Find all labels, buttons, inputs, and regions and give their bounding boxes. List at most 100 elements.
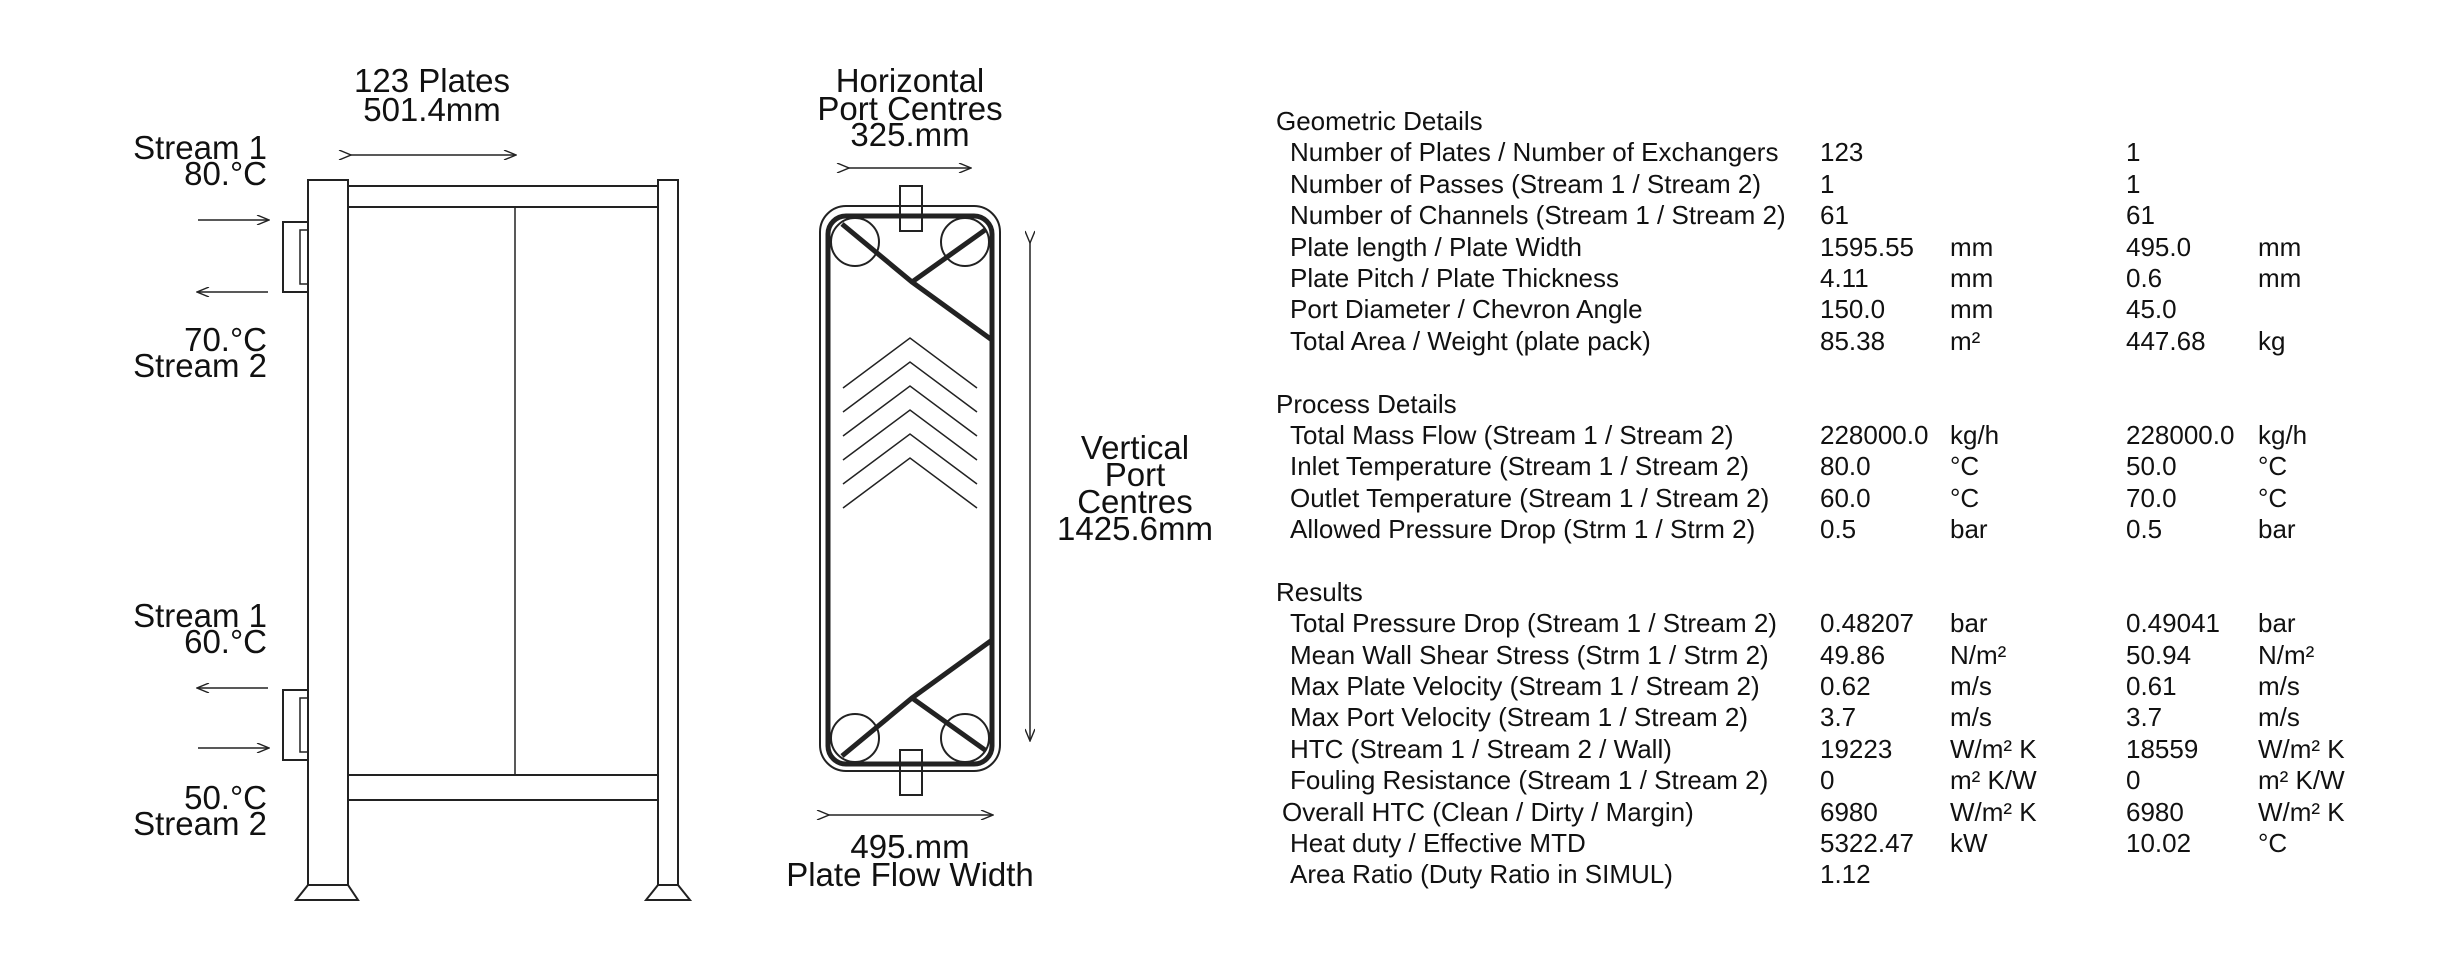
row-unit-2: mm xyxy=(2258,262,2302,293)
top-port-nozzle xyxy=(899,185,923,232)
table-row: Number of Channels (Stream 1 / Stream 2)… xyxy=(1276,200,2378,231)
table-row: Total Pressure Drop (Stream 1 / Stream 2… xyxy=(1276,608,2378,639)
table-row: Allowed Pressure Drop (Strm 1 / Strm 2) 0… xyxy=(1276,514,2378,545)
row-label: Area Ratio (Duty Ratio in SIMUL) xyxy=(1290,859,1673,890)
row-unit-2: °C xyxy=(2258,482,2288,513)
row-unit-1: W/m² K xyxy=(1950,733,2037,764)
table-row: Plate Pitch / Plate Thickness 4.11 mm 0.6 mm xyxy=(1276,263,2378,294)
table-row: Number of Plates / Number of Exchangers 1… xyxy=(1276,137,2378,168)
port-top-right xyxy=(940,217,990,267)
row-label: Number of Passes (Stream 1 / Stream 2) xyxy=(1290,168,1762,199)
top-stream2-temperature: 70.°C xyxy=(184,321,267,358)
bottom-stream2-name: Stream 2 xyxy=(133,805,267,842)
row-value-1: 5322.47 xyxy=(1820,827,1914,858)
row-value-1: 85.38 xyxy=(1820,325,1886,356)
row-unit-2 xyxy=(2258,169,2378,200)
row-label: Max Port Velocity (Stream 1 / Stream 2) xyxy=(1290,702,1749,733)
bottom-stream1-name: Stream 1 xyxy=(133,597,267,634)
row-unit-1: kW xyxy=(1950,827,1988,858)
end-support-column xyxy=(657,179,679,886)
table-row: Port Diameter / Chevron Angle 150.0 mm 45.0 xyxy=(1276,294,2378,325)
row-value-1: 0 xyxy=(1820,765,1835,796)
row-unit-2: kg/h xyxy=(2258,419,2308,450)
row-label: Inlet Temperature (Stream 1 / Stream 2) xyxy=(1290,451,1750,482)
table-row: Overall HTC (Clean / Dirty / Margin) 6980… xyxy=(1276,797,2378,828)
row-value-2: 61 xyxy=(2126,200,2155,231)
port-bottom-left xyxy=(830,713,880,763)
row-unit-2: m² K/W xyxy=(2258,765,2345,796)
row-unit-1: W/m² K xyxy=(1950,796,2037,827)
row-value-1: 19223 xyxy=(1820,733,1893,764)
table-row: HTC (Stream 1 / Stream 2 / Wall) 19223 W/m… xyxy=(1276,734,2378,765)
row-label: Max Plate Velocity (Stream 1 / Stream 2) xyxy=(1290,671,1760,702)
row-value-1: 228000.0 xyxy=(1820,419,1929,450)
row-label: Total Area / Weight (plate pack) xyxy=(1290,325,1651,356)
row-value-2: 0.61 xyxy=(2126,671,2177,702)
row-unit-1: °C xyxy=(1950,482,1980,513)
row-unit-2: kg xyxy=(2258,325,2286,356)
horizontal-port-label: Horizontal xyxy=(836,62,985,99)
heat-exchanger-drawing: 123 Plates 501.4mm Stream 1 80.°C 70.°C … xyxy=(133,62,1213,901)
diagonal-gasket-top-inner xyxy=(910,227,987,285)
row-value-2 xyxy=(2126,859,2258,890)
row-label: Mean Wall Shear Stress (Strm 1 / Strm 2) xyxy=(1290,639,1769,670)
section-title-results: Results xyxy=(1276,576,1363,607)
row-value-2: 1 xyxy=(2126,137,2141,168)
table-row: Plate length / Plate Width 1595.55 mm 495.0… xyxy=(1276,232,2378,263)
row-value-1: 123 xyxy=(1820,137,1864,168)
row-value-2: 18559 xyxy=(2126,733,2199,764)
row-unit-2: bar xyxy=(2258,608,2296,639)
row-value-1: 80.0 xyxy=(1820,451,1871,482)
section-title-process: Process Details xyxy=(1276,388,1457,419)
vertical-port-label-2: Port xyxy=(1105,456,1166,493)
row-value-1: 6980 xyxy=(1820,796,1878,827)
table-row: Max Port Velocity (Stream 1 / Stream 2) 3… xyxy=(1276,702,2378,733)
plate-width-value: 495.mm xyxy=(850,828,969,865)
row-value-2: 0.6 xyxy=(2126,262,2163,293)
row-unit-1: °C xyxy=(1950,451,1980,482)
row-label: Fouling Resistance (Stream 1 / Stream 2) xyxy=(1290,765,1769,796)
table-row: Fouling Resistance (Stream 1 / Stream 2)… xyxy=(1276,765,2378,796)
row-unit-1 xyxy=(1950,169,2126,200)
row-value-1: 4.11 xyxy=(1820,262,1869,293)
row-unit-2: bar xyxy=(2258,514,2296,545)
row-label: Allowed Pressure Drop (Strm 1 / Strm 2) xyxy=(1290,514,1756,545)
row-unit-1: kg/h xyxy=(1950,419,2000,450)
row-label: HTC (Stream 1 / Stream 2 / Wall) xyxy=(1290,733,1672,764)
bottom-stream1-temperature: 60.°C xyxy=(184,623,267,660)
row-unit-1: m/s xyxy=(1950,702,1992,733)
row-unit-2 xyxy=(2258,200,2378,231)
row-value-2: 228000.0 xyxy=(2126,419,2235,450)
plate-gasket-outline xyxy=(819,205,1001,772)
row-value-1: 3.7 xyxy=(1820,702,1857,733)
row-label: Overall HTC (Clean / Dirty / Margin) xyxy=(1282,796,1694,827)
row-label: Number of Plates / Number of Exchangers xyxy=(1290,137,1779,168)
top-stream1-name: Stream 1 xyxy=(133,129,267,166)
row-value-2: 10.02 xyxy=(2126,827,2192,858)
row-unit-1 xyxy=(1950,859,2126,890)
row-unit-1: mm xyxy=(1950,294,1994,325)
row-value-1: 1 xyxy=(1820,168,1835,199)
row-unit-2: °C xyxy=(2258,827,2288,858)
row-value-1: 0.48207 xyxy=(1820,608,1914,639)
row-unit-1: m² xyxy=(1950,325,1981,356)
table-row: Total Mass Flow (Stream 1 / Stream 2) 228… xyxy=(1276,420,2378,451)
row-value-2: 0.5 xyxy=(2126,514,2163,545)
row-value-2: 70.0 xyxy=(2126,482,2177,513)
inlet-nozzle-bottom-flange xyxy=(299,697,309,753)
fixed-frame-plate xyxy=(307,179,349,886)
row-value-1: 0.62 xyxy=(1820,671,1871,702)
inlet-nozzle-top-flange xyxy=(299,229,309,285)
table-row: Mean Wall Shear Stress (Strm 1 / Strm 2)… xyxy=(1276,640,2378,671)
left-foot xyxy=(293,884,360,901)
frame-diagram: 123 Plates 501.4mm Stream 1 80.°C 70.°C … xyxy=(133,62,693,901)
row-unit-1 xyxy=(1950,200,2126,231)
row-value-2: 3.7 xyxy=(2126,702,2163,733)
row-unit-2 xyxy=(2258,859,2378,890)
horizontal-port-centres-label: Port Centres xyxy=(817,90,1002,127)
port-bottom-right xyxy=(940,713,990,763)
row-value-2: 50.0 xyxy=(2126,451,2177,482)
row-value-2: 1 xyxy=(2126,168,2141,199)
row-value-2: 0.49041 xyxy=(2126,608,2220,639)
row-label: Plate length / Plate Width xyxy=(1290,231,1582,262)
